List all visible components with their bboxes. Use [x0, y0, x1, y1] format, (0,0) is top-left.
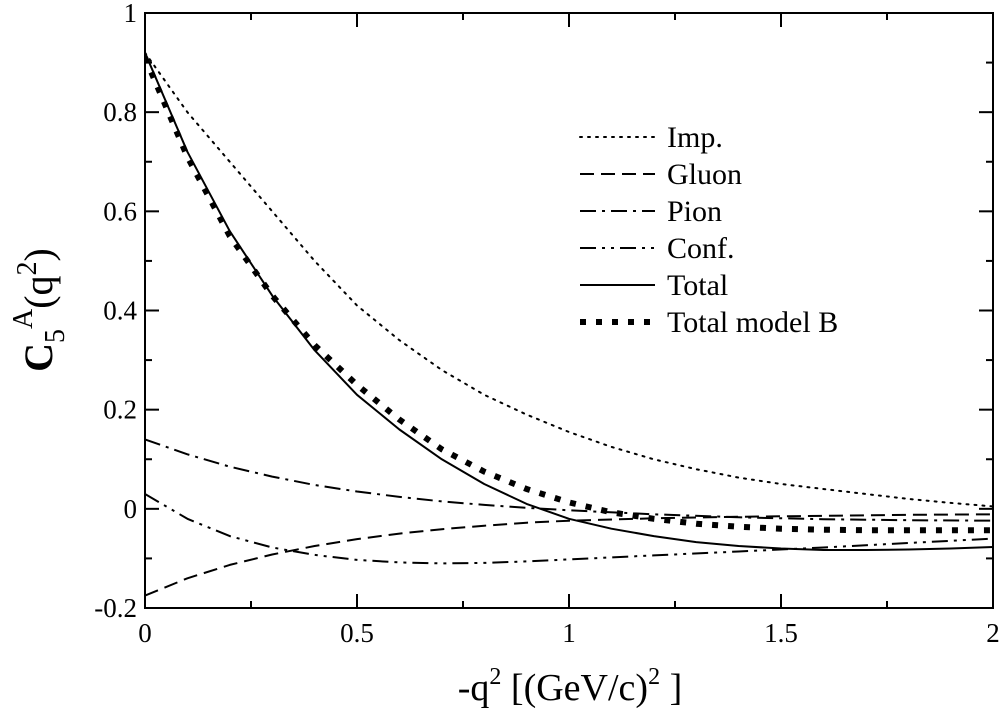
x-axis-title-main: -q: [458, 667, 490, 709]
y-tick-label: 0.2: [103, 395, 137, 425]
legend-label: Total: [667, 269, 728, 302]
y-tick-label: 0.4: [103, 296, 137, 326]
y-axis-title-sup: A: [8, 308, 39, 329]
plot-area: 0 0.5 1 1.5 2-0.200.20.40.60.81: [94, 0, 1000, 648]
legend-item: Pion: [580, 195, 722, 228]
series-line-total-model-b: [145, 56, 993, 534]
legend-item: Total: [580, 269, 728, 302]
y-axis-title-sub: 5: [40, 329, 71, 343]
legend-item: Total model B: [580, 306, 838, 339]
series-line-pion: [145, 438, 993, 522]
y-tick-label: 1: [124, 0, 138, 28]
x-axis-title-end: ]: [660, 667, 682, 709]
legend: Imp. Gluon Pion Conf. Total Total model B: [579, 121, 838, 339]
x-tick-label: 1.5: [764, 618, 798, 648]
x-axis-title: -q2 [(GeV/c)2 ]: [458, 664, 682, 709]
x-tick-label: 1: [562, 618, 576, 648]
legend-item: Gluon: [580, 158, 742, 191]
legend-label: Pion: [667, 195, 722, 228]
y-tick-label: 0.6: [103, 196, 137, 226]
y-axis-title-main: C: [16, 343, 61, 372]
y-tick-label: 0.8: [103, 97, 137, 127]
series-line-gluon: [145, 513, 993, 597]
legend-item: Imp.: [579, 121, 723, 154]
y-axis-title: C5A(q2): [8, 248, 71, 372]
legend-label: Imp.: [667, 121, 723, 154]
x-tick-label: 2: [986, 618, 1000, 648]
x-tick-label: 0.5: [340, 618, 374, 648]
legend-label: Gluon: [667, 158, 742, 191]
y-tick-label: 0: [124, 494, 138, 524]
x-axis-title-sup2: 2: [648, 664, 660, 690]
legend-item: Conf.: [580, 232, 735, 265]
legend-label: Total model B: [667, 306, 838, 339]
series-line-imp: [145, 51, 993, 508]
x-tick-label: 0: [138, 618, 152, 648]
x-axis-title-rest: [(GeV/c): [501, 667, 648, 709]
series-line-conf: [145, 493, 993, 565]
x-axis-title-sup: 2: [489, 664, 501, 690]
svg-text:-q2 [(GeV/c)2 ]: -q2 [(GeV/c)2 ]: [458, 664, 682, 709]
y-axis-title-end: ): [16, 248, 61, 261]
y-axis-title-sup2: 2: [12, 261, 43, 275]
legend-label: Conf.: [667, 232, 735, 265]
series-line-total: [145, 52, 993, 551]
svg-text:C5A(q2): C5A(q2): [8, 248, 71, 372]
y-axis-title-rest: (q: [16, 275, 61, 308]
y-tick-label: -0.2: [94, 593, 137, 623]
